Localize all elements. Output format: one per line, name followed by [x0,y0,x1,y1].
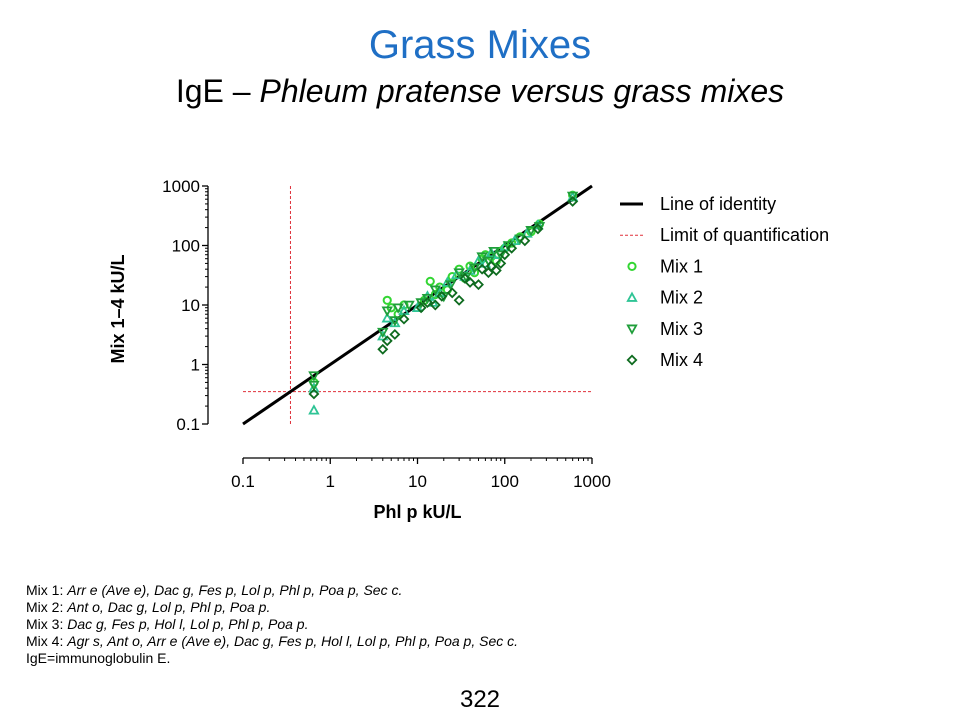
data-point-mix1 [465,261,475,271]
data-point-mix3 [392,303,404,314]
data-point-mix3 [444,280,457,291]
data-point-mix3 [308,380,320,392]
data-point-mix3 [429,285,442,296]
data-point-mix4 [495,257,507,269]
footnote-text: Dac g, Fes p, Hol l, Lol p, Phl p, Poa p… [67,616,309,632]
data-point-mix4 [436,290,448,302]
footnote-mix2: Mix 2: Ant o, Dac g, Lol p, Phl p, Poa p… [26,599,518,616]
page-number: 322 [459,686,501,713]
data-point-mix3 [403,300,415,312]
slide-subtitle: IgE – Phleum pratense versus grass mixes [0,72,960,110]
footnote-label: Mix 4: [26,633,68,649]
data-point-mix4 [377,343,389,355]
legend-swatch-mix4 [626,354,638,366]
data-point-mix2 [508,234,521,246]
data-point-mix4 [308,388,320,400]
data-point-mix4 [446,287,458,299]
legend-swatch-mix3 [626,324,638,335]
subtitle-prefix: IgE – [175,73,260,109]
footnote-text: Agr s, Ant o, Arr e (Ave e), Dac g, Fes … [67,633,519,649]
data-point-mix4 [532,223,544,235]
footnotes: Mix 1: Arr e (Ave e), Dac g, Fes p, Lol … [26,582,518,667]
legend-label: Mix 1 [660,256,703,276]
data-point-mix4 [381,335,393,347]
data-point-mix2 [381,312,393,323]
data-point-mix4 [567,195,579,207]
data-point-mix2 [377,330,389,341]
data-point-mix3 [482,256,495,268]
footnote-mix4: Mix 4: Agr s, Ant o, Arr e (Ave e), Dac … [26,633,518,650]
x-tick-label: 1 [326,472,335,491]
data-point-mix3 [495,250,507,261]
data-point-mix3 [381,306,393,317]
x-axis-label: Phl p kU/L [373,502,461,522]
x-tick-label: 1000 [573,472,611,491]
x-tick-label: 100 [491,472,519,491]
data-point-mix3 [566,191,579,203]
data-point-mix4 [421,297,433,309]
data-point-mix4 [415,302,427,314]
data-point-mix3 [389,316,401,327]
legend-label: Mix 2 [660,288,703,308]
data-point-mix4 [473,279,484,291]
y-tick-label: 1000 [162,177,200,196]
data-point-mix2 [308,404,320,415]
footnote-text: Arr e (Ave e), Dac g, Fes p, Lol p, Phl … [67,582,403,598]
footnote-label: IgE=immunoglobulin E. [26,650,171,666]
data-point-mix4 [506,242,518,254]
data-point-mix3 [525,226,537,237]
footnote-label: Mix 2: [26,599,68,615]
data-point-mix4 [429,299,441,311]
legend-label: Limit of quantification [660,225,829,245]
data-point-mix4 [490,265,502,276]
y-tick-label: 100 [172,237,200,256]
slide-title: Grass Mixes [368,23,592,67]
data-point-mix3 [308,371,320,382]
data-point-mix4 [476,263,488,275]
legend-label: Mix 3 [660,319,703,339]
data-point-mix4 [464,276,476,288]
data-point-mix4 [398,313,410,325]
footnote-label: Mix 3: [26,616,68,632]
data-point-mix4 [453,294,465,306]
footnote-text: Ant o, Dac g, Lol p, Phl p, Poa p. [67,599,271,615]
data-point-mix2 [308,382,320,393]
data-point-mix3 [533,222,546,233]
legend-swatch-mix1 [627,261,637,271]
data-point-mix2 [411,301,424,312]
legend-label: Mix 4 [660,350,703,370]
data-point-mix4 [499,249,511,261]
data-point-mix1 [382,295,392,305]
x-tick-label: 10 [408,472,427,491]
data-point-mix3 [468,263,481,274]
y-tick-label: 0.1 [176,415,200,434]
footnote-label: Mix 1: [26,582,68,598]
data-point-mix3 [377,327,389,339]
data-point-mix2 [485,246,497,258]
data-point-mix4 [519,235,531,247]
data-point-mix2 [421,290,434,301]
subtitle-italic: Phleum pratense versus grass mixes [259,73,785,109]
y-axis-label: Mix 1–4 kU/L [108,254,128,363]
legend-swatch-mix2 [626,291,638,302]
footnote-mix3: Mix 3: Dac g, Fes p, Hol l, Lol p, Phl p… [26,616,518,633]
data-point-mix1 [447,272,457,282]
y-tick-label: 10 [181,296,200,315]
legend-label: Line of identity [660,194,776,214]
x-tick-label: 0.1 [231,472,255,491]
data-point-mix3 [421,293,434,305]
y-tick-label: 1 [191,356,200,375]
footnote-ige: IgE=immunoglobulin E. [26,650,518,667]
data-point-mix1 [425,276,435,286]
footnote-mix1: Mix 1: Arr e (Ave e), Dac g, Fes p, Lol … [26,582,518,599]
data-point-mix4 [389,328,401,340]
